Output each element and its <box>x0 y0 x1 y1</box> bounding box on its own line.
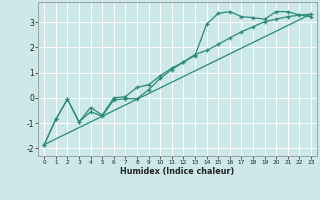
X-axis label: Humidex (Indice chaleur): Humidex (Indice chaleur) <box>120 167 235 176</box>
